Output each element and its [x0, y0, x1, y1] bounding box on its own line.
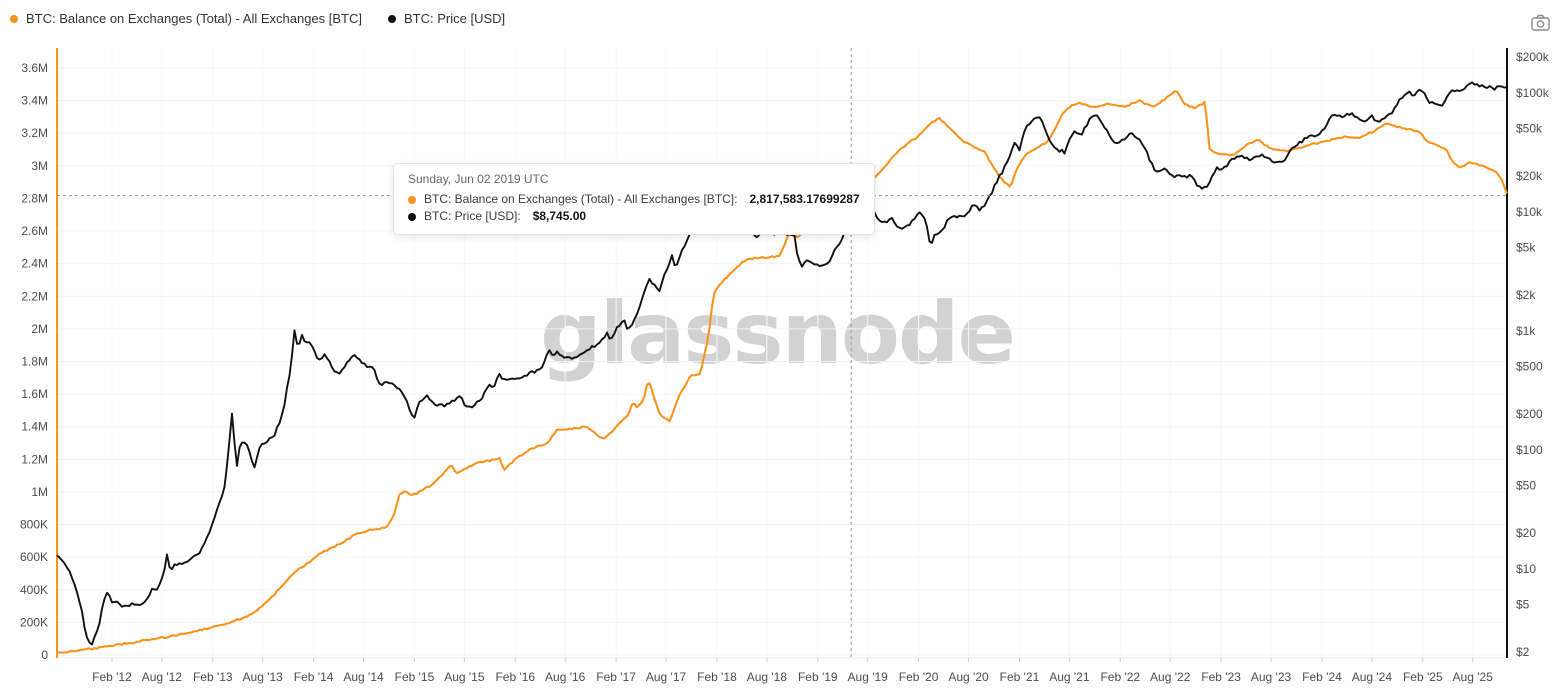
balance-series-dot-icon: [408, 195, 416, 204]
tooltip-row-balance: BTC: Balance on Exchanges (Total) - All …: [408, 191, 860, 208]
right-axis-tick-label: $1k: [1516, 324, 1536, 338]
x-axis-tick-label: Aug '18: [747, 670, 788, 684]
x-axis-tick-label: Feb '25: [1403, 670, 1443, 684]
left-axis-tick-label: 800K: [20, 518, 48, 532]
x-axis-tick-label: Aug '21: [1049, 670, 1090, 684]
left-axis-tick-label: 1.4M: [21, 420, 48, 434]
camera-icon: [1530, 14, 1550, 31]
left-axis-tick-label: 3.6M: [21, 61, 48, 75]
left-axis-tick-label: 3.2M: [21, 126, 48, 140]
left-axis-tick-label: 200K: [20, 615, 48, 629]
price-series-dot-icon: [408, 212, 416, 221]
x-axis-tick-label: Aug '22: [1150, 670, 1191, 684]
x-axis-tick-label: Feb '16: [495, 670, 535, 684]
x-axis-tick-label: Feb '14: [294, 670, 334, 684]
left-axis-tick-label: 3.4M: [21, 94, 48, 108]
x-axis-tick-label: Feb '17: [596, 670, 636, 684]
right-axis-tick-label: $100: [1516, 443, 1543, 457]
left-axis-tick-label: 0: [41, 648, 48, 662]
tooltip-balance-label: BTC: Balance on Exchanges (Total) - All …: [424, 192, 738, 206]
x-axis-tick-label: Aug '25: [1453, 670, 1494, 684]
right-axis-tick-label: $20k: [1516, 169, 1543, 183]
tooltip-price-label: BTC: Price [USD]:: [424, 209, 521, 223]
price-series-dot-icon: [388, 14, 396, 23]
chart-tooltip: Sunday, Jun 02 2019 UTC BTC: Balance on …: [393, 163, 875, 235]
right-axis-tick-label: $500: [1516, 360, 1543, 374]
tooltip-row-price: BTC: Price [USD]: $8,745.00: [408, 208, 860, 225]
right-axis-tick-label: $200k: [1516, 50, 1550, 64]
x-axis-tick-label: Aug '12: [142, 670, 183, 684]
right-axis-tick-label: $10: [1516, 562, 1536, 576]
x-axis-tick-label: Feb '15: [395, 670, 435, 684]
x-axis-tick-label: Aug '24: [1352, 670, 1393, 684]
legend-item-label: BTC: Balance on Exchanges (Total) - All …: [26, 11, 362, 26]
right-axis-tick-label: $20: [1516, 526, 1536, 540]
x-axis-tick-label: Aug '13: [243, 670, 284, 684]
left-axis-tick-label: 2M: [31, 322, 48, 336]
legend-item-price[interactable]: BTC: Price [USD]: [388, 11, 505, 26]
right-axis-tick-label: $10k: [1516, 205, 1543, 219]
chart-legend: BTC: Balance on Exchanges (Total) - All …: [10, 11, 505, 26]
balance-series-line: [57, 90, 1508, 654]
x-axis-tick-label: Feb '20: [899, 670, 939, 684]
right-axis-tick-label: $50k: [1516, 122, 1543, 136]
x-axis-tick-label: Feb '23: [1201, 670, 1241, 684]
left-axis-tick-label: 400K: [20, 583, 48, 597]
right-axis-tick-label: $100k: [1516, 86, 1550, 100]
x-axis-tick-label: Aug '20: [948, 670, 989, 684]
x-axis-tick-label: Aug '16: [545, 670, 586, 684]
right-axis-tick-label: $5k: [1516, 241, 1536, 255]
right-axis-tick-label: $2: [1516, 645, 1530, 659]
x-axis-tick-label: Feb '12: [92, 670, 132, 684]
glassnode-watermark: glassnode: [540, 284, 1016, 384]
right-axis-tick-label: $50: [1516, 479, 1536, 493]
screenshot-camera-button[interactable]: [1528, 10, 1552, 34]
x-axis-tick-label: Aug '15: [444, 670, 485, 684]
left-axis-tick-label: 2.4M: [21, 257, 48, 271]
balance-series-dot-icon: [10, 14, 18, 23]
left-axis-tick-label: 2.8M: [21, 191, 48, 205]
tooltip-date: Sunday, Jun 02 2019 UTC: [408, 172, 549, 186]
x-axis-tick-label: Feb '22: [1100, 670, 1140, 684]
left-axis-tick-label: 3M: [31, 159, 48, 173]
x-axis-tick-label: Feb '24: [1302, 670, 1342, 684]
left-axis-tick-label: 1.6M: [21, 387, 48, 401]
right-axis-tick-label: $5: [1516, 598, 1530, 612]
tooltip-price-value: $8,745.00: [532, 209, 587, 223]
legend-item-label: BTC: Price [USD]: [404, 11, 506, 26]
x-axis-tick-label: Feb '19: [798, 670, 838, 684]
x-axis-tick-label: Feb '13: [193, 670, 233, 684]
x-axis-tick-label: Aug '23: [1251, 670, 1292, 684]
legend-item-balance[interactable]: BTC: Balance on Exchanges (Total) - All …: [10, 11, 362, 26]
left-axis-tick-label: 600K: [20, 550, 48, 564]
left-axis-tick-label: 1.2M: [21, 452, 48, 466]
left-axis-tick-label: 2.2M: [21, 289, 48, 303]
x-axis-tick-label: Aug '17: [646, 670, 687, 684]
left-axis-tick-label: 2.6M: [21, 224, 48, 238]
left-axis-tick-label: 1M: [31, 485, 48, 499]
tooltip-balance-value: 2,817,583.17699287: [749, 192, 860, 206]
right-axis-tick-label: $200: [1516, 407, 1543, 421]
x-axis-tick-label: Aug '14: [343, 670, 384, 684]
x-axis-tick-label: Feb '18: [697, 670, 737, 684]
left-axis-tick-label: 1.8M: [21, 354, 48, 368]
x-axis-tick-label: Aug '19: [848, 670, 889, 684]
right-axis-tick-label: $2k: [1516, 288, 1536, 302]
x-axis-tick-label: Feb '21: [1000, 670, 1040, 684]
